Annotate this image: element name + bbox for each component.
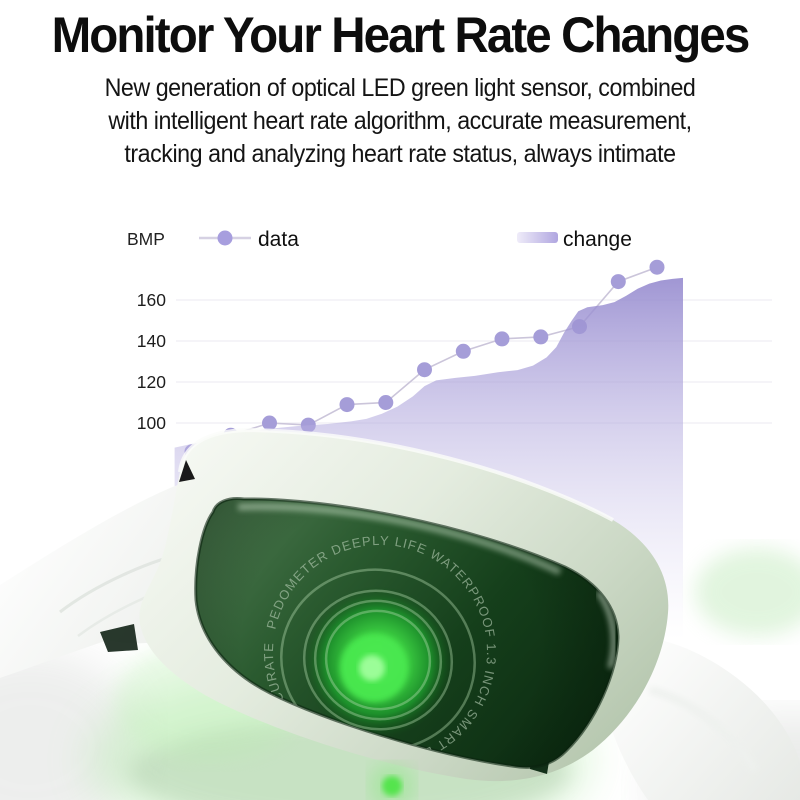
legend-change-label: change [563, 228, 632, 251]
legend-data-label: data [258, 228, 299, 251]
legend: data change [199, 228, 632, 251]
axis-arrow-icon [179, 460, 195, 482]
page-subtitle: New generation of optical LED green ligh… [28, 72, 772, 171]
data-point [610, 274, 626, 290]
y-axis-tick-labels: 160 140 120 100 [137, 290, 166, 433]
data-point [533, 329, 549, 345]
data-point [649, 259, 665, 275]
data-point [262, 415, 277, 431]
data-point [455, 343, 471, 359]
strap-gap-notch [100, 624, 138, 652]
subtitle-line-2: with intelligent heart rate algorithm, a… [108, 107, 692, 135]
data-point [417, 362, 432, 378]
watch-body-top-highlight [178, 427, 614, 522]
y-tick-label: 100 [137, 413, 166, 433]
glass-top-highlight [237, 503, 562, 576]
strap-right-highlight [648, 686, 759, 773]
y-tick-label: 140 [137, 331, 166, 351]
legend-data-dot-icon [217, 230, 233, 246]
sensor-core-bright [359, 655, 385, 681]
green-dot [382, 776, 402, 796]
data-point [378, 395, 394, 410]
subtitle-line-3: tracking and analyzing heart rate status… [124, 140, 676, 168]
glass-right-highlight [595, 590, 617, 669]
legend-change-swatch-icon [517, 232, 558, 243]
y-tick-label: 120 [137, 372, 166, 392]
page-title: Monitor Your Heart Rate Changes [51, 7, 751, 63]
data-point [339, 397, 355, 413]
y-tick-label: 160 [137, 290, 166, 310]
y-axis-unit-label: BMP [127, 229, 165, 249]
data-point [494, 331, 510, 347]
green-glow-right [695, 548, 800, 636]
subtitle-line-1: New generation of optical LED green ligh… [104, 74, 696, 102]
